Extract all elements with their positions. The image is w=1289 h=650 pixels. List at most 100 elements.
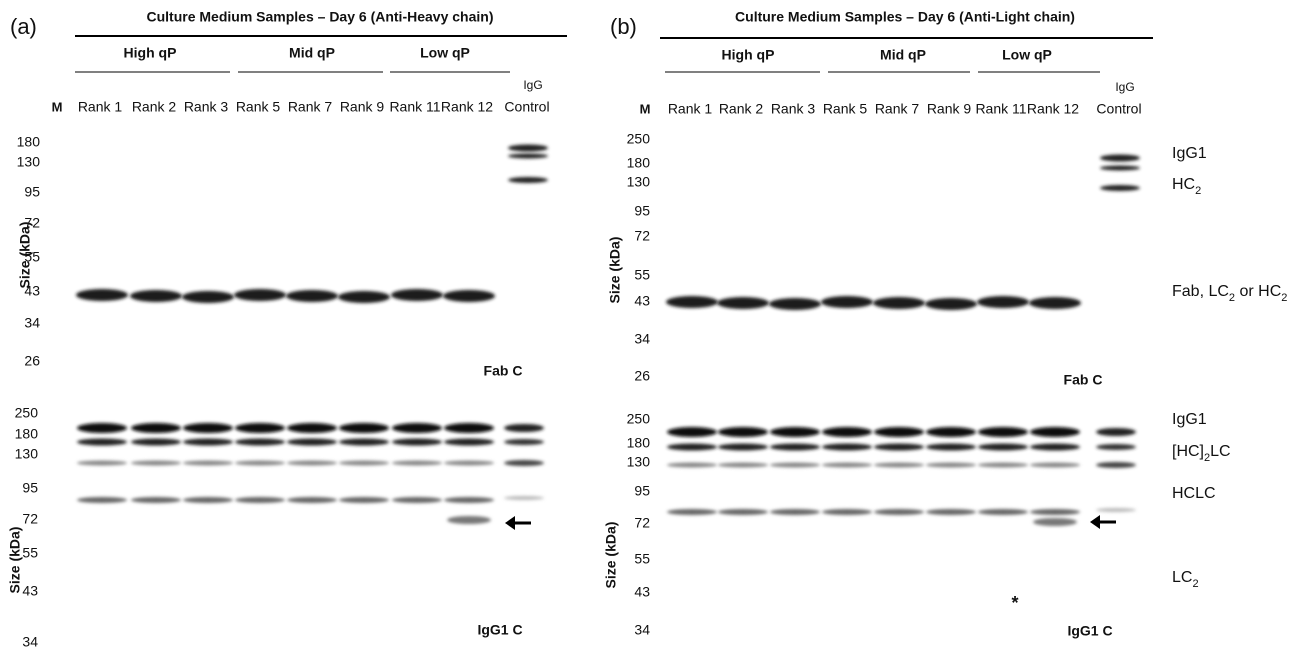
band xyxy=(287,460,337,466)
band xyxy=(235,460,285,466)
band xyxy=(1029,297,1081,309)
band xyxy=(508,177,548,183)
band xyxy=(978,462,1028,468)
blot-label: IgG1 C xyxy=(1067,623,1112,639)
axis-label: Size (kDa) xyxy=(607,237,623,304)
band xyxy=(666,296,718,308)
marker-label: 26 xyxy=(24,353,40,369)
marker-label: 43 xyxy=(24,283,40,299)
band xyxy=(718,509,768,515)
band xyxy=(444,423,494,433)
lane-label: Rank 7 xyxy=(875,101,920,117)
band xyxy=(77,460,127,466)
marker-label: 26 xyxy=(634,368,650,384)
band xyxy=(444,497,494,503)
band xyxy=(874,462,924,468)
band xyxy=(667,462,717,468)
band xyxy=(718,443,768,451)
marker-label: 130 xyxy=(627,454,651,470)
band xyxy=(444,460,494,466)
band xyxy=(444,438,494,446)
band xyxy=(926,427,976,437)
blot-label: Fab C xyxy=(484,363,523,379)
band xyxy=(447,516,491,524)
band xyxy=(77,423,127,433)
group-label: High qP xyxy=(722,47,775,63)
band xyxy=(504,496,544,500)
marker-label: 180 xyxy=(15,426,39,442)
band xyxy=(183,438,233,446)
band xyxy=(926,509,976,515)
annotation-part: 2 xyxy=(1195,185,1201,197)
panel-letter: (b) xyxy=(610,14,637,39)
annotation-part: LC xyxy=(1172,569,1192,586)
band xyxy=(339,497,389,503)
band xyxy=(1030,427,1080,437)
marker-label: 72 xyxy=(634,228,650,244)
band xyxy=(667,509,717,515)
lane-label: Rank 12 xyxy=(1027,101,1079,117)
marker-label: 95 xyxy=(22,480,38,496)
panel-letter: (a) xyxy=(10,14,37,39)
band xyxy=(130,290,182,302)
annotation-part: Fab, LC xyxy=(1172,283,1229,300)
band xyxy=(508,153,548,159)
control-label: Control xyxy=(504,99,549,115)
band xyxy=(77,438,127,446)
band xyxy=(131,460,181,466)
marker-label: 72 xyxy=(24,215,40,231)
lane-label: Rank 5 xyxy=(823,101,868,117)
annotation-part: HC xyxy=(1172,176,1195,193)
marker-label: 250 xyxy=(627,411,651,427)
band xyxy=(339,438,389,446)
band xyxy=(978,443,1028,451)
band xyxy=(76,289,128,301)
lane-label: Rank 3 xyxy=(184,99,229,115)
lane-label: Rank 12 xyxy=(441,99,493,115)
band xyxy=(1100,154,1140,162)
band xyxy=(926,462,976,468)
band xyxy=(339,460,389,466)
band xyxy=(717,297,769,309)
group-label: Low qP xyxy=(420,45,470,61)
band xyxy=(235,497,285,503)
band xyxy=(1096,462,1136,468)
marker-label: 43 xyxy=(634,293,650,309)
marker-label: 55 xyxy=(634,267,650,283)
band xyxy=(287,423,337,433)
marker-label: 43 xyxy=(634,584,650,600)
band xyxy=(769,298,821,310)
blot-label: Fab C xyxy=(1064,372,1103,388)
marker-label: 180 xyxy=(17,134,41,150)
marker-label: 55 xyxy=(22,545,38,561)
band xyxy=(131,497,181,503)
panel-title: Culture Medium Samples – Day 6 (Anti-Hea… xyxy=(147,9,494,25)
annotation: HCLC xyxy=(1172,485,1216,502)
asterisk: * xyxy=(1011,593,1018,613)
band xyxy=(183,460,233,466)
band xyxy=(504,439,544,445)
band xyxy=(339,423,389,433)
annotation-part: IgG1 xyxy=(1172,411,1207,428)
band xyxy=(287,497,337,503)
axis-label: Size (kDa) xyxy=(603,522,619,589)
band xyxy=(1096,444,1136,450)
band xyxy=(391,289,443,301)
band xyxy=(770,462,820,468)
marker-label: 55 xyxy=(24,249,40,265)
band xyxy=(1030,443,1080,451)
marker-label: 34 xyxy=(22,634,38,650)
axis-label: Size (kDa) xyxy=(7,527,23,594)
band xyxy=(770,427,820,437)
band xyxy=(131,423,181,433)
band xyxy=(873,297,925,309)
lane-label: Rank 11 xyxy=(389,99,440,115)
band xyxy=(1033,518,1077,526)
band xyxy=(443,290,495,302)
annotation-part: 2 xyxy=(1192,578,1198,590)
lane-label: Rank 9 xyxy=(927,101,972,117)
band xyxy=(667,427,717,437)
band xyxy=(392,438,442,446)
group-label: Mid qP xyxy=(880,47,926,63)
